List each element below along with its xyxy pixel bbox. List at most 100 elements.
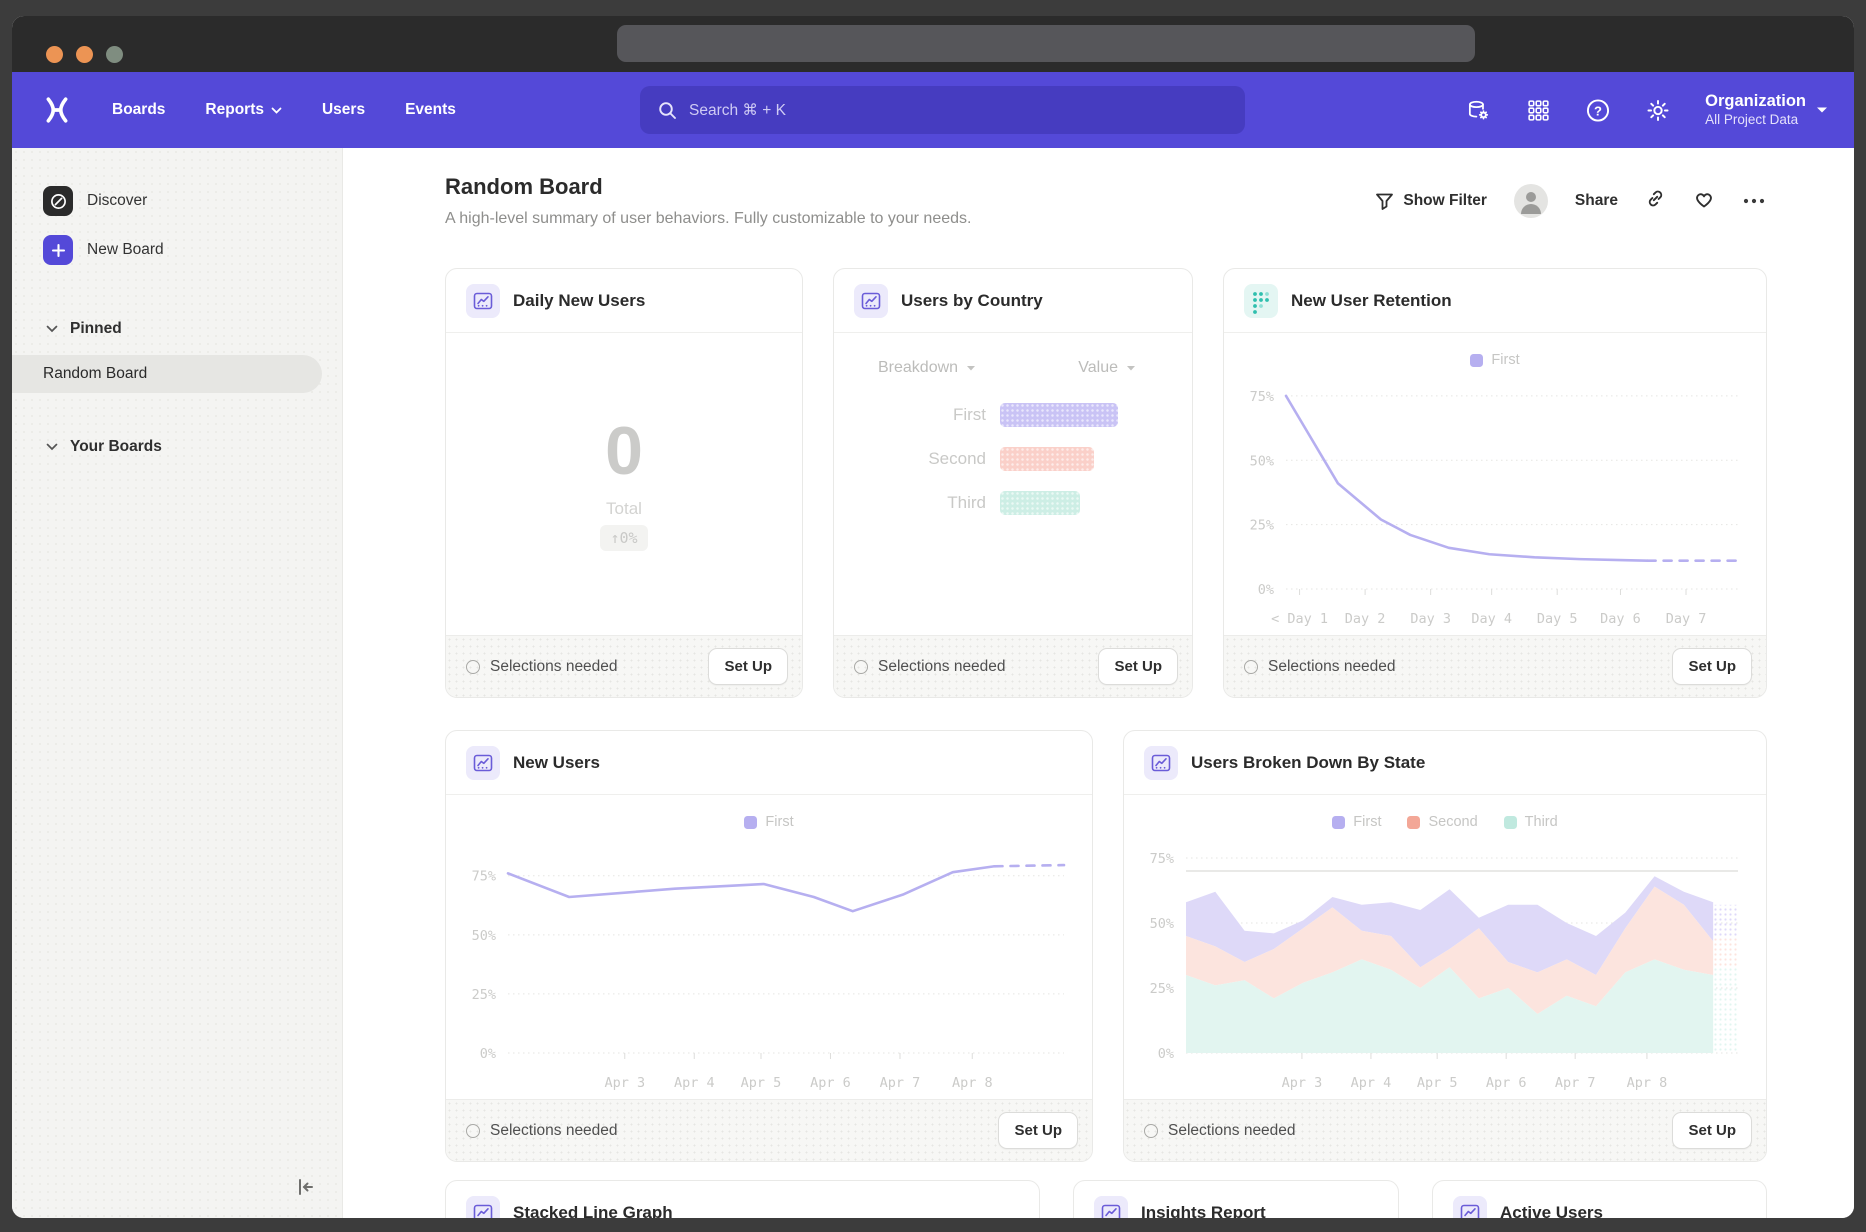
nav-item-boards[interactable]: Boards xyxy=(112,101,166,118)
settings-gear-icon[interactable] xyxy=(1645,97,1671,123)
org-switcher[interactable]: Organization All Project Data xyxy=(1705,91,1828,129)
page-title: Random Board xyxy=(445,174,603,199)
sidebar-section-pinned[interactable]: Pinned xyxy=(46,317,342,341)
data-management-icon[interactable] xyxy=(1465,97,1491,123)
org-name: Organization xyxy=(1705,92,1806,111)
sidebar-item-new-board[interactable]: New Board xyxy=(43,233,342,267)
value-column-header[interactable]: Value xyxy=(1078,359,1136,377)
chart-legend: First xyxy=(1224,333,1766,371)
svg-text:Apr 4: Apr 4 xyxy=(674,1075,715,1091)
svg-text:25%: 25% xyxy=(1250,518,1274,534)
new-users-line-chart: 75% 50% 25% 0% Apr 3 Apr 4 Apr 5 Apr 6 Apr 7 Apr … xyxy=(446,833,1092,1099)
svg-text:< Day 1: < Day 1 xyxy=(1271,611,1328,627)
nav-item-reports[interactable]: Reports xyxy=(189,91,298,129)
svg-text:Apr 6: Apr 6 xyxy=(1486,1075,1527,1091)
retention-dots-icon xyxy=(1244,283,1278,318)
window-titlebar xyxy=(12,16,1854,72)
sidebar-item-random-board[interactable]: Random Board xyxy=(12,355,322,393)
share-button[interactable]: Share xyxy=(1574,192,1618,209)
svg-text:Day 3: Day 3 xyxy=(1410,611,1451,627)
favorite-heart-icon[interactable] xyxy=(1693,189,1715,214)
caret-down-icon xyxy=(1817,107,1827,113)
search-icon xyxy=(659,101,676,119)
sidebar-collapse-button[interactable] xyxy=(292,1174,318,1200)
sidebar-section-your-boards[interactable]: Your Boards xyxy=(46,435,342,459)
state-area-chart: 75% 50% 25% 0% Apr 3 Apr 4 Apr 5 Apr 6 Apr 7 Apr … xyxy=(1124,833,1766,1099)
card-active-users: Active Users xyxy=(1432,1180,1767,1218)
status-text: Selections needed xyxy=(1244,658,1396,676)
card-title: Users Broken Down By State xyxy=(1191,752,1426,772)
svg-text:25%: 25% xyxy=(472,987,496,1003)
svg-text:Day 6: Day 6 xyxy=(1600,611,1641,627)
nav-item-users[interactable]: Users xyxy=(321,101,366,118)
status-text: Selections needed xyxy=(1144,1122,1296,1140)
status-text: Selections needed xyxy=(466,658,618,676)
main-content: Random Board A high-level summary of use… xyxy=(343,148,1854,1218)
svg-text:75%: 75% xyxy=(1250,389,1274,405)
card-title: Active Users xyxy=(1500,1203,1604,1218)
org-project: All Project Data xyxy=(1705,111,1799,127)
line-chart-icon xyxy=(854,283,888,318)
svg-text:50%: 50% xyxy=(1150,916,1174,932)
window-minimize-button[interactable] xyxy=(76,46,93,63)
svg-text:Apr 8: Apr 8 xyxy=(952,1075,993,1091)
help-icon[interactable]: ? xyxy=(1585,97,1611,123)
funnel-icon xyxy=(1376,193,1394,210)
mixpanel-logo-icon[interactable] xyxy=(42,95,72,125)
metric-delta-badge: ↑0% xyxy=(600,525,648,551)
show-filter-button[interactable]: Show Filter xyxy=(1375,192,1487,210)
top-navbar: Boards Reports Users Events Search ⌘ + K xyxy=(12,72,1854,148)
card-stacked-line-graph: Stacked Line Graph xyxy=(445,1180,1040,1218)
svg-text:Apr 5: Apr 5 xyxy=(1417,1075,1458,1091)
svg-text:Day 7: Day 7 xyxy=(1666,611,1707,627)
sidebar-item-discover[interactable]: Discover xyxy=(43,184,342,218)
card-title: Daily New Users xyxy=(513,290,646,310)
search-input[interactable]: Search ⌘ + K xyxy=(640,86,1245,134)
card-title: New User Retention xyxy=(1291,290,1452,310)
card-users-by-country: Users by Country Breakdown Value First Se… xyxy=(833,268,1193,698)
window-zoom-button[interactable] xyxy=(106,46,123,63)
card-title: Insights Report xyxy=(1141,1203,1266,1218)
card-daily-new-users: Daily New Users 0 Total ↑0% Selections n… xyxy=(445,268,803,698)
card-new-user-retention: New User Retention First 75% 50% 25% 0% < Da… xyxy=(1223,268,1767,698)
svg-text:50%: 50% xyxy=(472,928,496,944)
browser-address-bar[interactable] xyxy=(617,25,1475,62)
breakdown-row: Second xyxy=(834,447,1192,471)
apps-grid-icon[interactable] xyxy=(1525,97,1551,123)
line-chart-icon xyxy=(1144,745,1178,780)
set-up-button[interactable]: Set Up xyxy=(1672,648,1752,685)
more-options-icon[interactable] xyxy=(1742,192,1766,210)
bar-chart: First Second Third xyxy=(834,403,1192,515)
set-up-button[interactable]: Set Up xyxy=(708,648,788,685)
card-new-users: New Users First 75% 50% 25% 0% Apr 3 Apr 4 Apr… xyxy=(445,730,1093,1162)
sidebar: Discover New Board Pinned Random Board Y… xyxy=(12,148,343,1218)
set-up-button[interactable]: Set Up xyxy=(1098,648,1178,685)
svg-text:Apr 6: Apr 6 xyxy=(810,1075,851,1091)
nav-item-events[interactable]: Events xyxy=(405,101,456,118)
status-text: Selections needed xyxy=(854,658,1006,676)
window-close-button[interactable] xyxy=(46,46,63,63)
card-users-by-state: Users Broken Down By State First Second Th… xyxy=(1123,730,1767,1162)
page-subtitle: A high-level summary of user behaviors. … xyxy=(445,210,972,227)
caret-down-icon xyxy=(1127,365,1135,370)
chart-legend: First xyxy=(446,795,1092,833)
set-up-button[interactable]: Set Up xyxy=(1672,1112,1752,1149)
retention-line-chart: 75% 50% 25% 0% < Day 1 Day 2 Day 3 Day 4 Day 5 Da… xyxy=(1224,371,1766,635)
set-up-button[interactable]: Set Up xyxy=(998,1112,1078,1149)
avatar[interactable] xyxy=(1513,184,1548,218)
breakdown-row: First xyxy=(834,403,1192,427)
svg-text:75%: 75% xyxy=(1150,851,1174,867)
svg-text:?: ? xyxy=(1594,103,1602,118)
copy-link-icon[interactable] xyxy=(1645,188,1666,214)
svg-text:0%: 0% xyxy=(1158,1046,1174,1062)
breakdown-column-header[interactable]: Breakdown xyxy=(878,359,976,377)
svg-text:Apr 3: Apr 3 xyxy=(1282,1075,1323,1091)
line-chart-icon xyxy=(466,745,500,780)
svg-text:50%: 50% xyxy=(1250,453,1274,469)
chevron-down-icon xyxy=(46,325,58,333)
app-window: Boards Reports Users Events Search ⌘ + K xyxy=(12,16,1854,1218)
card-insights-report: Insights Report xyxy=(1073,1180,1399,1218)
nav-links: Boards Reports Users Events xyxy=(96,91,472,129)
metric-value: 0 xyxy=(605,413,643,489)
breakdown-row: Third xyxy=(834,491,1192,515)
